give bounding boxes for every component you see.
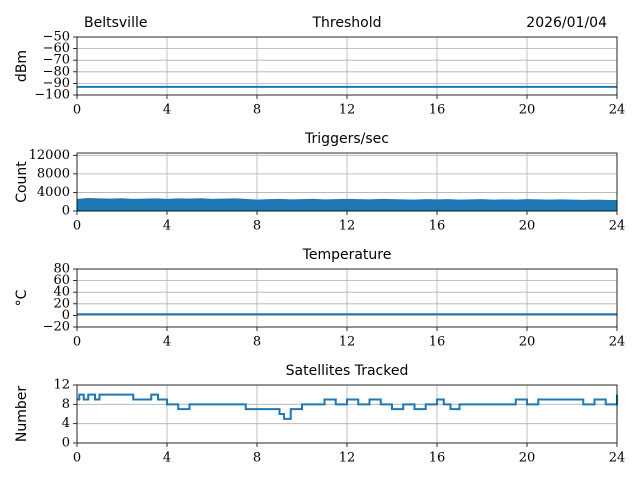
- y-tick-label: 12000: [29, 148, 70, 163]
- x-tick-label: 24: [609, 335, 626, 350]
- y-tick-label: −50: [43, 30, 70, 45]
- x-tick-label: 24: [609, 103, 626, 118]
- panel-title: Satellites Tracked: [286, 363, 409, 379]
- y-tick-label: −90: [43, 76, 70, 91]
- x-tick-label: 4: [163, 103, 171, 118]
- y-axis-label: dBm: [14, 50, 30, 82]
- x-tick-label: 16: [429, 451, 446, 466]
- plot-frame: [76, 384, 618, 444]
- x-tick-label: 12: [339, 103, 356, 118]
- x-tick-label: 8: [253, 103, 261, 118]
- plot-frame: [76, 268, 618, 328]
- x-tick-label: 16: [429, 219, 446, 234]
- y-tick-label: −60: [43, 41, 70, 56]
- x-tick-label: 0: [73, 103, 81, 118]
- y-tick-label: −70: [43, 53, 70, 68]
- y-tick-label: 40: [53, 285, 70, 300]
- x-tick-label: 20: [519, 335, 536, 350]
- y-tick-label: 0: [62, 204, 70, 219]
- x-tick-label: 12: [339, 335, 356, 350]
- y-tick-label: −80: [43, 64, 70, 79]
- x-tick-label: 20: [519, 103, 536, 118]
- y-tick-label: 60: [53, 273, 70, 288]
- x-tick-label: 16: [429, 335, 446, 350]
- y-axis-label: °C: [14, 289, 30, 306]
- y-tick-label: 8: [62, 397, 70, 412]
- x-tick-label: 20: [519, 451, 536, 466]
- y-tick-label: −20: [43, 320, 70, 335]
- x-tick-label: 24: [609, 451, 626, 466]
- x-tick-label: 8: [253, 335, 261, 350]
- x-tick-label: 16: [429, 103, 446, 118]
- x-tick-label: 0: [73, 219, 81, 234]
- x-tick-label: 12: [339, 219, 356, 234]
- panel-title: Triggers/sec: [304, 131, 389, 147]
- plot-frame: [76, 36, 618, 96]
- x-tick-label: 0: [73, 451, 81, 466]
- plot-frame: [76, 152, 618, 212]
- x-tick-label: 20: [519, 219, 536, 234]
- y-tick-label: 8000: [37, 166, 70, 181]
- panel-title: Temperature: [302, 247, 392, 263]
- x-tick-label: 0: [73, 335, 81, 350]
- x-tick-label: 8: [253, 219, 261, 234]
- x-tick-label: 8: [253, 451, 261, 466]
- date: 2026/01/04: [526, 15, 607, 31]
- y-tick-label: 0: [62, 308, 70, 323]
- x-tick-label: 4: [163, 335, 171, 350]
- y-tick-label: 4000: [37, 185, 70, 200]
- x-tick-label: 4: [163, 451, 171, 466]
- panel-title: Threshold: [312, 15, 382, 31]
- x-tick-label: 12: [339, 451, 356, 466]
- y-tick-label: 0: [62, 436, 70, 451]
- x-tick-label: 4: [163, 219, 171, 234]
- y-tick-label: 80: [53, 262, 70, 277]
- location: Beltsville: [84, 15, 147, 31]
- y-tick-label: −100: [34, 88, 70, 103]
- y-axis-label: Count: [14, 161, 30, 203]
- y-tick-label: 12: [53, 378, 70, 393]
- x-tick-label: 24: [609, 219, 626, 234]
- data-area: [76, 197, 618, 212]
- data-line: [77, 393, 618, 420]
- y-tick-label: 20: [53, 296, 70, 311]
- y-axis-label: Number: [14, 386, 30, 442]
- y-tick-label: 4: [62, 416, 70, 431]
